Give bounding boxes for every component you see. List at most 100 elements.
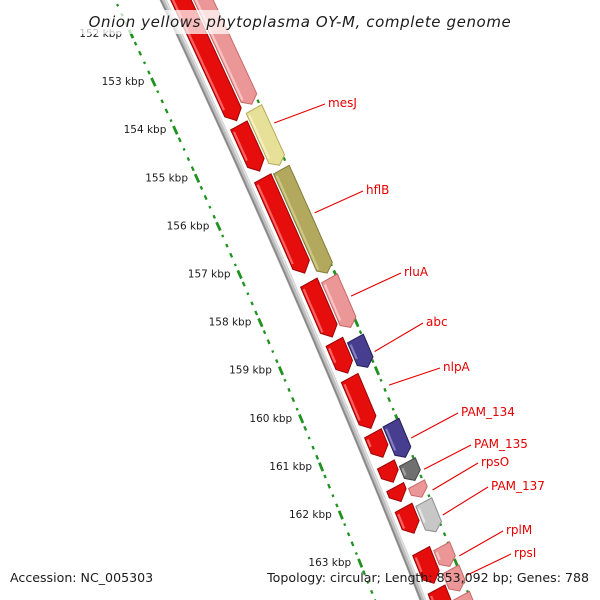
- gene-arrow-highlight: [417, 507, 426, 524]
- ruler-major-tick: [257, 317, 264, 328]
- ruler-minor-dot: [315, 454, 320, 460]
- gene-arrow-PAM_134[interactable]: [382, 417, 412, 458]
- ruler-minor-dot: [147, 70, 151, 75]
- gene-arrow[interactable]: [376, 459, 399, 483]
- gene-arrow-mesJ[interactable]: [245, 103, 286, 166]
- ruler-minor-dot: [221, 234, 225, 238]
- ruler-minor-dot: [307, 436, 311, 440]
- ruler-major-tick: [298, 414, 305, 424]
- ruler-minor-dot: [303, 425, 308, 431]
- gene-arrow-rluA[interactable]: [320, 273, 357, 328]
- ruler-major-tick: [172, 125, 179, 135]
- gene-label-hflB[interactable]: hflB: [366, 183, 389, 197]
- ruler-minor-dot: [358, 330, 363, 335]
- gene-arrow-highlight: [444, 575, 450, 584]
- gene-arrow-highlight: [366, 439, 372, 448]
- ruler-minor-dot: [419, 474, 423, 479]
- kbp-tick-label: 162 kbp: [289, 509, 332, 521]
- ruler-minor-dot: [291, 396, 296, 403]
- ruler-minor-dot: [186, 157, 191, 162]
- gene-label-PAM_135[interactable]: PAM_135: [474, 437, 528, 451]
- ruler-minor-dot: [208, 205, 212, 209]
- ruler-major-tick: [353, 317, 360, 328]
- gene-arrow[interactable]: [427, 584, 458, 600]
- gene-label-line: [350, 272, 402, 297]
- ruler-minor-dot: [311, 445, 315, 450]
- gene-arrow-highlight: [275, 175, 320, 271]
- backbone-arc-highlight: [164, 0, 427, 600]
- ruler-minor-dot: [366, 580, 370, 584]
- gene-arrow-abc[interactable]: [346, 333, 374, 368]
- ruler-minor-dot: [371, 359, 375, 364]
- ruler-minor-dot: [241, 281, 246, 287]
- ruler-minor-dot: [271, 349, 275, 354]
- gene-arrow[interactable]: [325, 336, 354, 374]
- gene-label-rplM[interactable]: rplM: [506, 523, 532, 537]
- gene-arrow[interactable]: [412, 545, 440, 584]
- gene-label-mesJ[interactable]: mesJ: [328, 96, 357, 110]
- gene-label-line: [410, 412, 459, 439]
- gene-label-PAM_134[interactable]: PAM_134: [461, 405, 515, 419]
- gene-arrow-PAM_137[interactable]: [415, 496, 442, 533]
- ruler-minor-dot: [225, 243, 229, 248]
- gene-arrow[interactable]: [363, 427, 389, 458]
- gene-arrow-highlight: [349, 344, 358, 360]
- ruler-minor-dot: [182, 147, 186, 151]
- gene-arrow[interactable]: [386, 481, 407, 503]
- ruler-minor-dot: [212, 214, 216, 219]
- gene-arrow-nlpA[interactable]: [340, 372, 377, 430]
- ruler-major-tick: [337, 510, 344, 520]
- gene-arrow[interactable]: [394, 502, 420, 534]
- kbp-tick-label: 154 kbp: [124, 124, 167, 136]
- gene-arrow-rplM[interactable]: [433, 541, 456, 568]
- gene-arrow[interactable]: [299, 277, 338, 338]
- ruler-minor-dot: [346, 532, 351, 537]
- gene-label-rluA[interactable]: rluA: [404, 265, 429, 279]
- gene-arrow[interactable]: [253, 173, 310, 274]
- gene-arrow[interactable]: [230, 120, 265, 172]
- gene-label-rpsO[interactable]: rpsO: [481, 455, 509, 469]
- gene-label-line: [374, 322, 424, 352]
- gene-arrow-rpsO[interactable]: [407, 479, 428, 498]
- ruler-minor-dot: [331, 494, 335, 498]
- kbp-tick-label: 155 kbp: [145, 172, 188, 184]
- ruler-minor-dot: [246, 292, 250, 296]
- gene-arrow[interactable]: [452, 590, 481, 600]
- ruler-minor-dot: [177, 137, 182, 143]
- gene-label-line: [459, 530, 504, 557]
- gene-label-PAM_137[interactable]: PAM_137: [491, 479, 545, 493]
- ruler-minor-dot: [133, 41, 138, 46]
- gene-label-line: [432, 462, 479, 491]
- gene-arrow-hflB[interactable]: [272, 164, 333, 274]
- kbp-tick-label: 156 kbp: [167, 220, 210, 232]
- ruler-major-tick: [277, 366, 284, 376]
- ruler-minor-dot: [287, 387, 291, 393]
- kbp-tick-label: 161 kbp: [269, 461, 312, 473]
- ruler-minor-dot: [160, 99, 164, 104]
- ruler-minor-dot: [354, 551, 358, 556]
- ruler-minor-dot: [335, 503, 339, 508]
- gene-arrow-highlight: [401, 467, 407, 476]
- gene-label-nlpA[interactable]: nlpA: [443, 360, 471, 374]
- gene-arrow-highlight: [256, 184, 294, 265]
- ruler-minor-dot: [275, 359, 279, 364]
- kbp-tick-label: 158 kbp: [209, 317, 252, 329]
- gene-arrow-highlight: [397, 513, 406, 530]
- gene-label-abc[interactable]: abc: [426, 315, 448, 329]
- ruler-minor-dot: [266, 339, 271, 345]
- ruler-minor-dot: [250, 301, 254, 306]
- footer-accession: Accession: NC_005303: [10, 570, 154, 585]
- kbp-tick-label: 159 kbp: [229, 365, 272, 377]
- gene-label-rpsI[interactable]: rpsI: [514, 546, 536, 560]
- ruler-major-tick: [318, 462, 325, 472]
- gene-arrow-highlight: [328, 347, 337, 364]
- gene-arrow-highlight: [194, 0, 244, 101]
- backbone-arc-shadow: [159, 0, 422, 600]
- gene-arrow-highlight: [435, 551, 441, 561]
- ruler-minor-dot: [229, 252, 234, 258]
- ruler-minor-dot: [142, 61, 147, 65]
- gene-arrow-rpsI[interactable]: [442, 564, 466, 592]
- ruler-major-tick: [150, 77, 157, 87]
- gene-arrow-highlight: [302, 288, 324, 333]
- gene-arrow-highlight: [323, 284, 342, 322]
